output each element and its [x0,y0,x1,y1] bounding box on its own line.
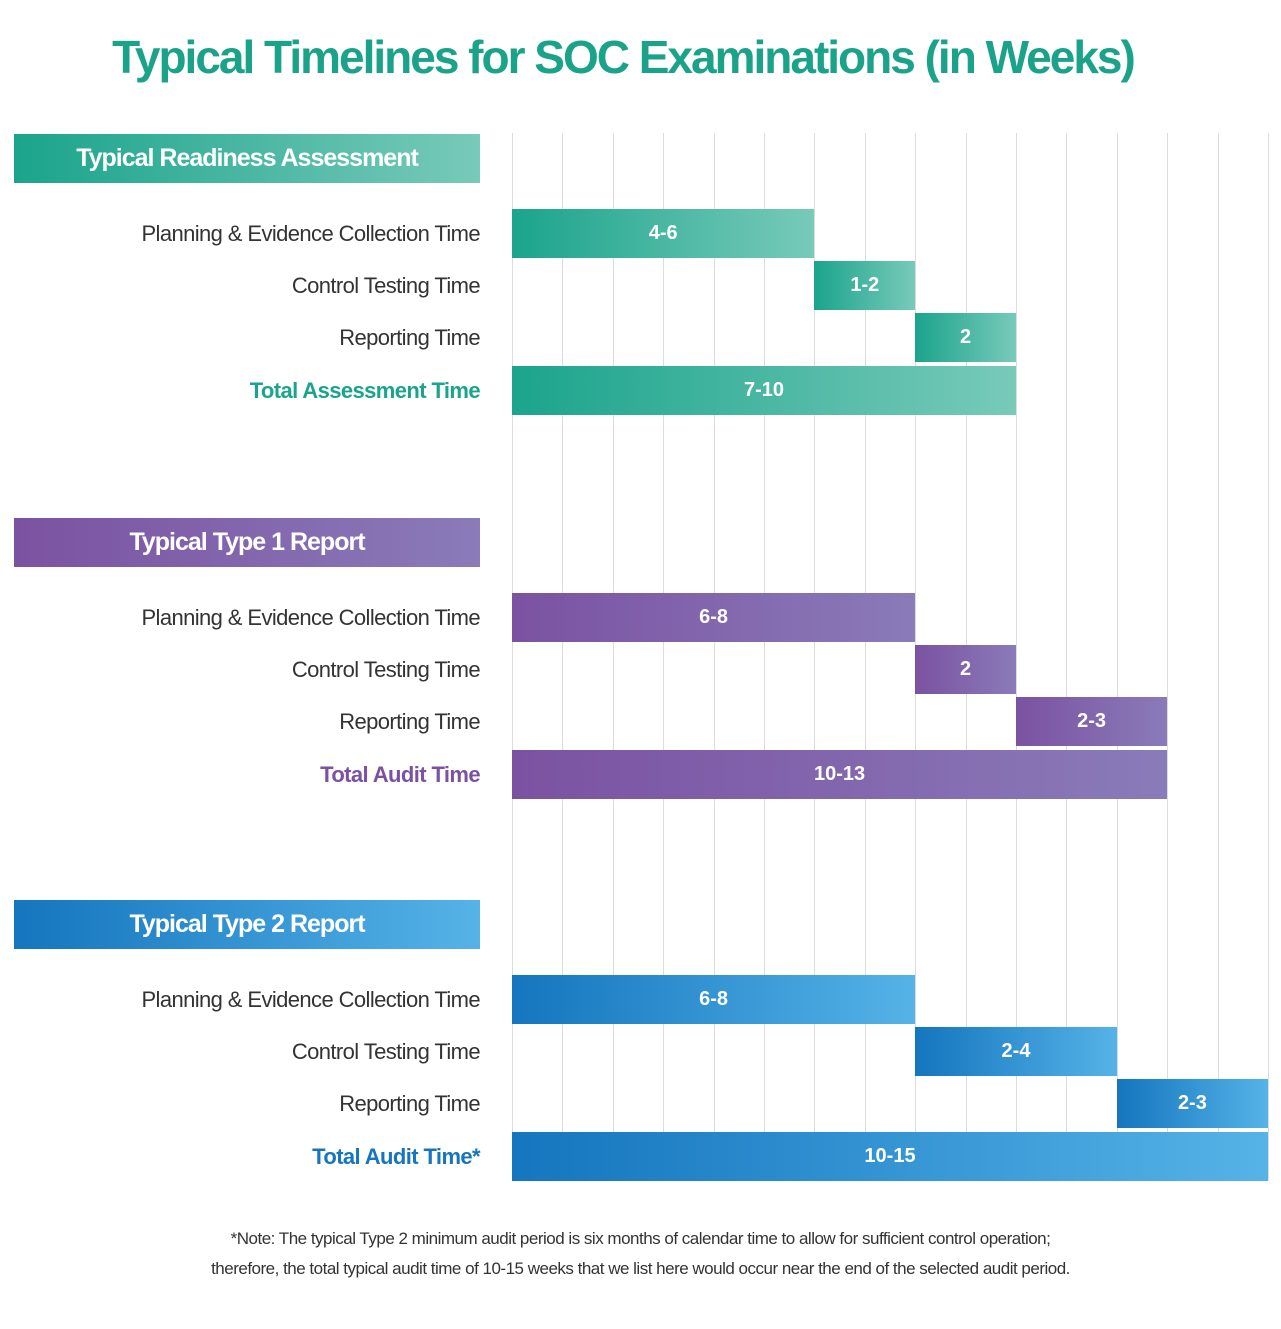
gridline [1066,133,1068,1181]
bar-value-label: 10-15 [864,1145,916,1167]
row-label: Control Testing Time [291,1039,481,1064]
footnote: *Note: The typical Type 2 minimum audit … [0,1224,1281,1284]
chart-title: Typical Timelines for SOC Examinations (… [112,31,1136,83]
row-label: Planning & Evidence Collection Time [141,987,480,1012]
row-label: Reporting Time [339,1091,480,1116]
total-bar: 7-10 [512,366,1016,415]
section-header: Typical Readiness Assessment [14,134,480,183]
total-label: Total Audit Time [320,762,480,787]
gridline [1016,133,1017,1181]
timeline-bar: 2-4 [915,1027,1117,1076]
bar-value-label: 7-10 [743,379,785,401]
timeline-bar: 4-6 [512,209,815,258]
footnote-line: *Note: The typical Type 2 minimum audit … [230,1229,1051,1248]
bar-value-label: 2-3 [1077,710,1107,732]
section-header: Typical Type 1 Report [14,518,480,567]
total-label: Total Audit Time* [312,1144,480,1169]
gridline [512,133,513,1181]
timeline-bar: 2-3 [1116,1079,1268,1128]
row-label: Planning & Evidence Collection Time [141,221,480,246]
total-bar: 10-15 [512,1132,1268,1181]
gridline [864,133,866,1181]
gridline [764,133,765,1181]
bar-value-label: 1-2 [850,274,880,296]
timeline-bar: 2 [915,313,1016,362]
total-label: Total Assessment Time [249,378,481,403]
row-label: Control Testing Time [291,273,481,298]
gridline [663,133,665,1181]
timeline-bar: 2 [915,645,1016,694]
bar-value-label: 10-13 [814,763,866,785]
bar-value-label: 6-8 [699,606,729,628]
gridline [1167,133,1169,1181]
bar-value-label: 2-3 [1177,1092,1207,1114]
bar-value-label: 4-6 [648,222,678,244]
bar-value-label: 2 [960,326,972,348]
timeline-bar: 1-2 [814,261,916,310]
section-header: Typical Type 2 Report [14,900,480,949]
timeline-bar: 6-8 [512,593,916,642]
bar-value-label: 6-8 [699,988,729,1010]
timeline-bar: 2-3 [1016,697,1168,746]
timeline-bar: 6-8 [512,975,916,1024]
row-label: Reporting Time [339,709,480,734]
gridline [612,133,614,1181]
row-label: Reporting Time [339,325,480,350]
footnote-line: therefore, the total typical audit time … [211,1259,1070,1278]
gridline [562,133,564,1181]
gridline [713,133,715,1181]
row-label: Planning & Evidence Collection Time [141,605,480,630]
bar-value-label: 2 [960,658,972,680]
bar-value-label: 2-4 [1001,1040,1031,1062]
row-label: Control Testing Time [291,657,481,682]
gridline [1268,133,1269,1181]
total-bar: 10-13 [512,750,1168,799]
gridline [814,133,816,1181]
gridline [1217,133,1219,1181]
gridline [1116,133,1118,1181]
